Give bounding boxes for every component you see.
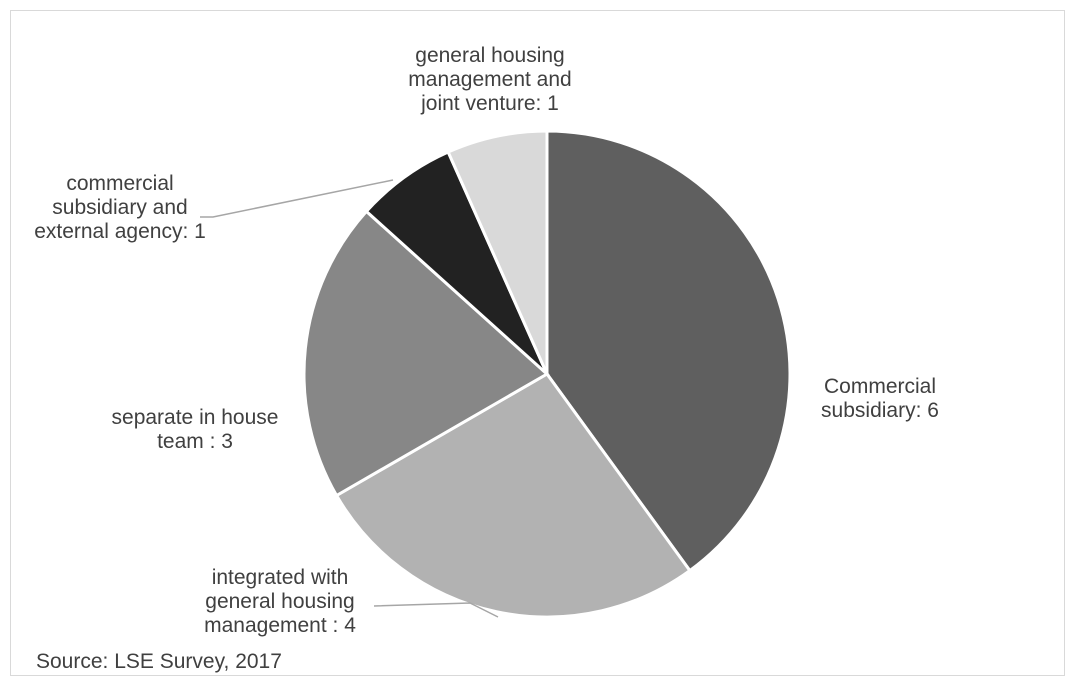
- data-label-integrated-with-general-housing-management: integrated with general housing manageme…: [204, 566, 356, 637]
- pie-slice-commercial-subsidiary: [545, 129, 792, 573]
- pie-slice-separate-in-house-team: [302, 209, 550, 498]
- pie-slice-integrated-with-general-housing-management: [334, 372, 692, 619]
- data-label-commercial-subsidiary-and-external-agency: commercial subsidiary and external agenc…: [34, 172, 206, 243]
- data-label-separate-in-house-team: separate in house team : 3: [111, 406, 279, 453]
- pie-slice-general-housing-management-and-joint-venture: [446, 129, 549, 375]
- leader-line-integrated: [373, 602, 499, 618]
- data-label-general-housing-management-and-joint-venture: general housing management and joint ven…: [408, 44, 572, 115]
- data-label-commercial-subsidiary: Commercial subsidiary: 6: [821, 375, 939, 422]
- leader-line-external-agency: [200, 179, 394, 218]
- source-note: Source: LSE Survey, 2017: [36, 650, 282, 673]
